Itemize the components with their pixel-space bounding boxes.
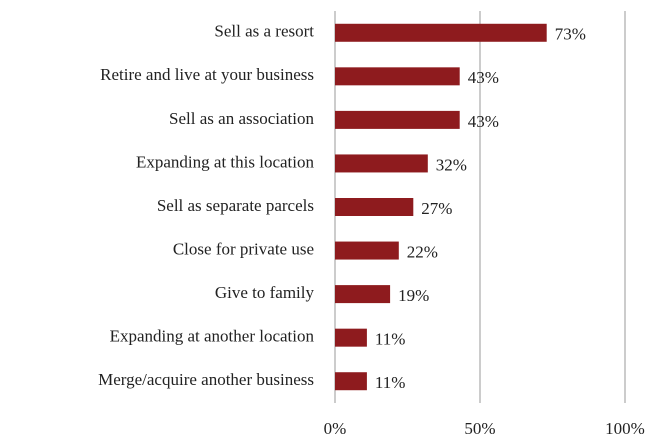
value-label: 73% [555,25,586,44]
category-label: Sell as an association [169,109,314,128]
category-label: Give to family [215,283,315,302]
bar [335,154,428,173]
bar [335,372,367,391]
value-label: 11% [375,330,406,349]
bar [335,110,460,129]
bar [335,23,547,42]
category-label: Expanding at another location [110,327,315,346]
category-label: Close for private use [173,239,314,258]
x-tick-label: 0% [324,419,347,438]
bar [335,285,391,304]
x-tick-label: 50% [464,419,495,438]
bar [335,67,460,86]
x-tick-label: 100% [605,419,645,438]
bar [335,198,414,216]
value-label: 11% [375,373,406,392]
bar [335,241,399,260]
category-label: Sell as separate parcels [157,196,314,215]
value-label: 32% [436,155,467,174]
category-label: Retire and live at your business [100,65,314,84]
category-label: Merge/acquire another business [98,370,314,389]
value-label: 27% [421,199,452,218]
value-label: 19% [398,286,429,305]
bar [335,328,367,347]
value-label: 43% [468,68,499,87]
value-label: 22% [407,242,438,261]
category-label: Sell as a resort [214,22,314,41]
value-label: 43% [468,112,499,131]
category-label: Expanding at this location [136,152,314,171]
